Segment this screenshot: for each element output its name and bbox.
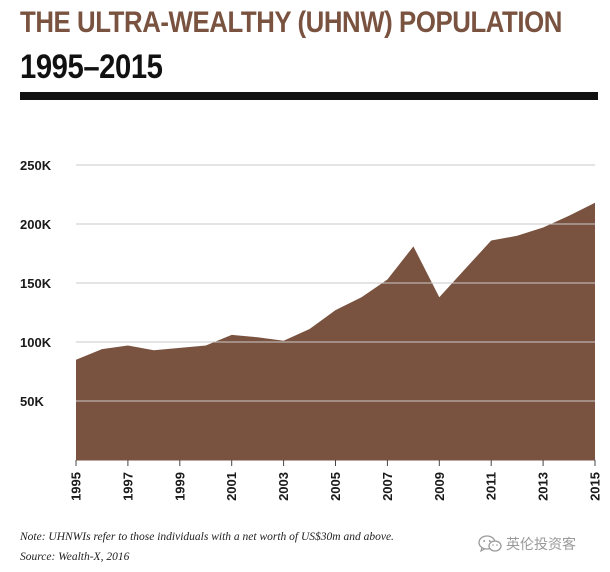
x-tick-label: 2015	[588, 472, 603, 501]
y-tick-label: 150K	[20, 276, 52, 291]
chart-note: Note: UHNWIs refer to those individuals …	[20, 531, 394, 543]
area-chart: 50K 100K 150K 200K 250K 1995 1997 1999 2001 2003 2…	[20, 158, 603, 501]
x-tick-label: 2007	[380, 472, 395, 501]
x-tick-label: 1995	[69, 472, 84, 501]
chart-source: Source: Wealth-X, 2016	[20, 551, 130, 563]
x-tick-label: 2013	[536, 472, 551, 501]
x-tick-label: 1997	[120, 472, 135, 501]
x-tick-label: 2009	[432, 472, 447, 501]
watermark-text: 英伦投资客	[506, 537, 576, 553]
chart-subtitle: 1995–2015	[20, 48, 163, 86]
x-tick-label: 2001	[224, 472, 239, 501]
x-tick-label: 2005	[328, 472, 343, 501]
x-tick-label: 2011	[484, 472, 499, 500]
x-tick-label: 1999	[172, 472, 187, 501]
wechat-icon	[478, 535, 502, 553]
title-rule	[20, 92, 598, 100]
chart-title: THE ULTRA-WEALTHY (UHNW) POPULATION	[20, 6, 562, 39]
y-tick-label: 250K	[20, 158, 52, 173]
x-tick-label: 2003	[276, 472, 291, 501]
watermark: 英伦投资客	[478, 534, 576, 554]
y-tick-label: 100K	[20, 335, 52, 350]
y-tick-label: 200K	[20, 217, 52, 232]
area-series	[76, 202, 595, 461]
y-tick-label: 50K	[20, 394, 44, 409]
